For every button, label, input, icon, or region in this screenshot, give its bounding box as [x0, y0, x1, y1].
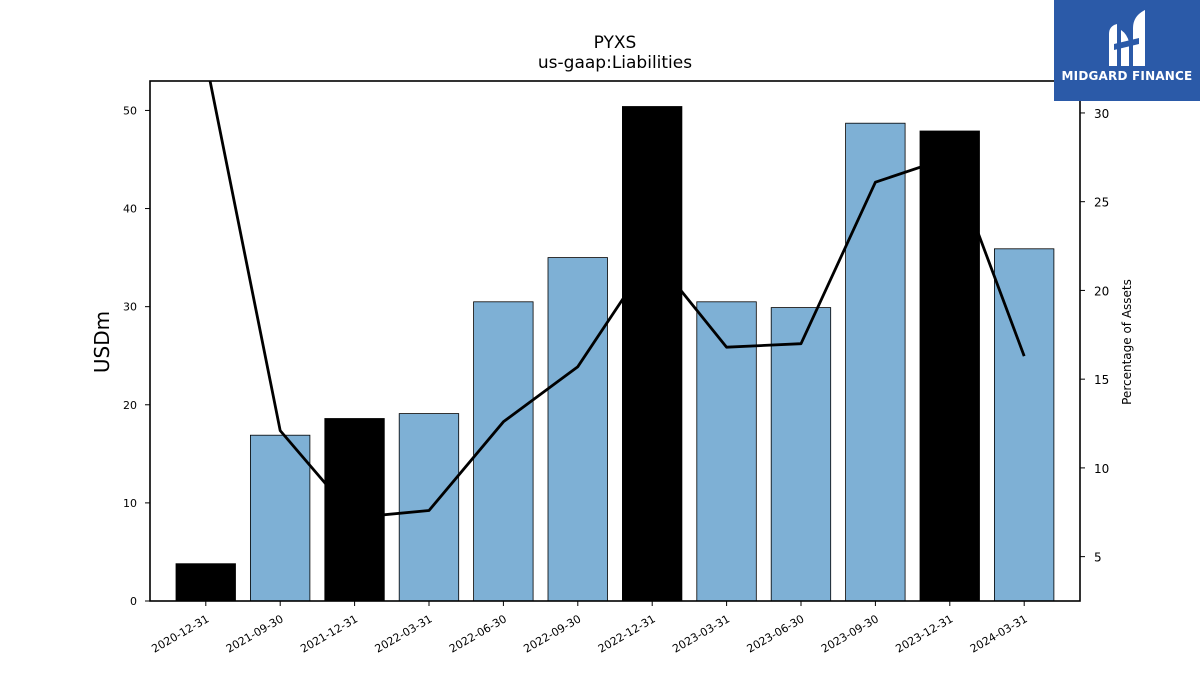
x-tick-label: 2024-03-31 [968, 612, 1030, 655]
y2-tick-label: 30 [1094, 107, 1109, 121]
x-tick-label: 2022-09-30 [521, 612, 583, 655]
y-axis-label-left: USDm [90, 311, 114, 373]
x-tick-label: 2021-09-30 [224, 612, 286, 655]
x-tick-label: 2021-12-31 [298, 612, 360, 655]
y-tick-label: 10 [123, 497, 137, 510]
x-tick-label: 2023-06-30 [745, 612, 807, 655]
bar [770, 307, 832, 602]
x-tick-label: 2023-03-31 [670, 612, 732, 655]
bar [994, 248, 1055, 602]
x-tick-label: 2020-12-31 [149, 612, 211, 655]
y2-tick-label: 15 [1094, 373, 1109, 387]
y-tick-label: 30 [123, 301, 137, 314]
y2-tick-label: 10 [1094, 462, 1109, 476]
x-tick-label: 2023-12-31 [893, 612, 955, 655]
x-tick-label: 2023-09-30 [819, 612, 881, 655]
y2-tick-label: 20 [1094, 284, 1109, 298]
y-tick-label: 40 [123, 203, 137, 216]
y-tick-label: 0 [130, 595, 137, 608]
bar [473, 301, 534, 602]
bar [845, 122, 906, 602]
brand-logo: MIDGARD FINANCE [1054, 0, 1200, 101]
bar [249, 434, 311, 602]
bar [919, 130, 980, 602]
y2-tick-label: 5 [1094, 551, 1102, 565]
y-tick-label: 50 [123, 104, 137, 117]
y2-tick-label: 25 [1094, 196, 1109, 210]
bar [622, 106, 683, 602]
x-tick-label: 2022-12-31 [596, 612, 658, 655]
x-tick-label: 2022-06-30 [447, 612, 509, 655]
chart-title: PYXS [594, 33, 637, 53]
bar [696, 301, 757, 602]
line-series [208, 81, 1026, 519]
logo-text: MIDGARD FINANCE [1061, 69, 1193, 83]
bar [175, 563, 236, 602]
x-tick-label: 2022-03-31 [373, 612, 435, 655]
bar [547, 257, 608, 602]
y-axis-label-right: Percentage of Assets [1120, 279, 1134, 405]
logo-icon [1109, 10, 1145, 66]
plot-frame [149, 80, 1081, 602]
chart-subtitle: us-gaap:Liabilities [538, 53, 692, 73]
bar [324, 418, 385, 602]
plot-area: 0 10 20 30 40 50 5 10 15 20 25 30 2020-12-31 2021-09-… [123, 80, 1109, 656]
bar [398, 413, 460, 602]
y-tick-label: 20 [123, 399, 137, 412]
